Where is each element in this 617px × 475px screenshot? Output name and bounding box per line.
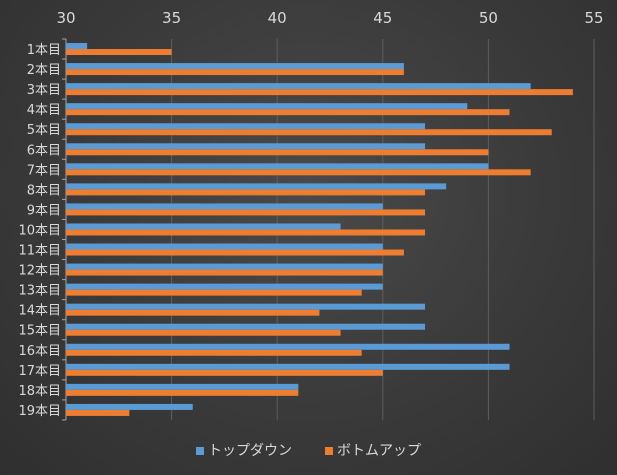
x-tick-label: 40 <box>268 9 287 27</box>
bar-top-down <box>66 203 383 210</box>
bar-bottom-up <box>66 149 489 156</box>
bar-bottom-up <box>66 69 404 76</box>
x-tick-label: 55 <box>584 9 603 27</box>
x-tick-label: 45 <box>373 9 392 27</box>
category-label: 4本目 <box>27 103 61 118</box>
bar-bottom-up <box>66 209 426 216</box>
category-label: 8本目 <box>27 183 61 198</box>
bar-bottom-up <box>66 329 341 336</box>
legend-swatch <box>325 447 333 455</box>
category-label: 18本目 <box>18 384 61 399</box>
bar-top-down <box>66 43 88 50</box>
bar-top-down <box>66 343 510 350</box>
category-label: 9本目 <box>27 203 61 218</box>
bar-top-down <box>66 83 531 90</box>
bar-bottom-up <box>66 169 531 176</box>
bar-bottom-up <box>66 249 404 256</box>
category-label: 14本目 <box>18 304 61 319</box>
bar-bottom-up <box>66 49 172 56</box>
bar-top-down <box>66 143 426 150</box>
legend-label: ボトムアップ <box>337 443 421 459</box>
bar-top-down <box>66 223 341 230</box>
bar-top-down <box>66 263 383 270</box>
bar-bottom-up <box>66 229 426 236</box>
legend-swatch <box>196 447 204 455</box>
bar-top-down <box>66 123 426 130</box>
category-label: 3本目 <box>27 83 61 98</box>
bar-bottom-up <box>66 349 362 356</box>
x-tick-label: 50 <box>479 9 498 27</box>
category-label: 16本目 <box>18 344 61 359</box>
bar-bottom-up <box>66 129 552 136</box>
bar-top-down <box>66 63 404 70</box>
category-label: 2本目 <box>27 63 61 78</box>
category-label: 15本目 <box>18 324 61 339</box>
bar-top-down <box>66 303 426 310</box>
category-label: 6本目 <box>27 143 61 158</box>
category-label: 11本目 <box>18 244 61 259</box>
x-tick-label: 30 <box>56 9 75 27</box>
bar-bottom-up <box>66 269 383 276</box>
category-label: 13本目 <box>18 284 61 299</box>
category-label: 17本目 <box>18 364 61 379</box>
x-tick-label: 35 <box>162 9 181 27</box>
bar-bottom-up <box>66 189 426 196</box>
bar-top-down <box>66 383 299 390</box>
bar-top-down <box>66 283 383 290</box>
bar-top-down <box>66 323 426 330</box>
bar-top-down <box>66 163 489 170</box>
category-label: 10本目 <box>18 223 61 238</box>
bar-top-down <box>66 103 468 110</box>
category-label: 7本目 <box>27 163 61 178</box>
category-label: 12本目 <box>18 264 61 279</box>
bar-top-down <box>66 363 510 370</box>
bar-top-down <box>66 403 193 410</box>
bar-bottom-up <box>66 89 573 96</box>
bar-bottom-up <box>66 309 320 316</box>
bar-bottom-up <box>66 289 362 296</box>
bar-top-down <box>66 243 383 250</box>
bar-bottom-up <box>66 109 510 116</box>
category-label: 1本目 <box>27 43 61 58</box>
category-label: 19本目 <box>18 404 61 419</box>
bar-bottom-up <box>66 409 130 416</box>
category-label: 5本目 <box>27 123 61 138</box>
legend-label: トップダウン <box>208 443 292 459</box>
bar-bottom-up <box>66 389 299 396</box>
bar-top-down <box>66 183 447 190</box>
bar-bottom-up <box>66 369 383 376</box>
